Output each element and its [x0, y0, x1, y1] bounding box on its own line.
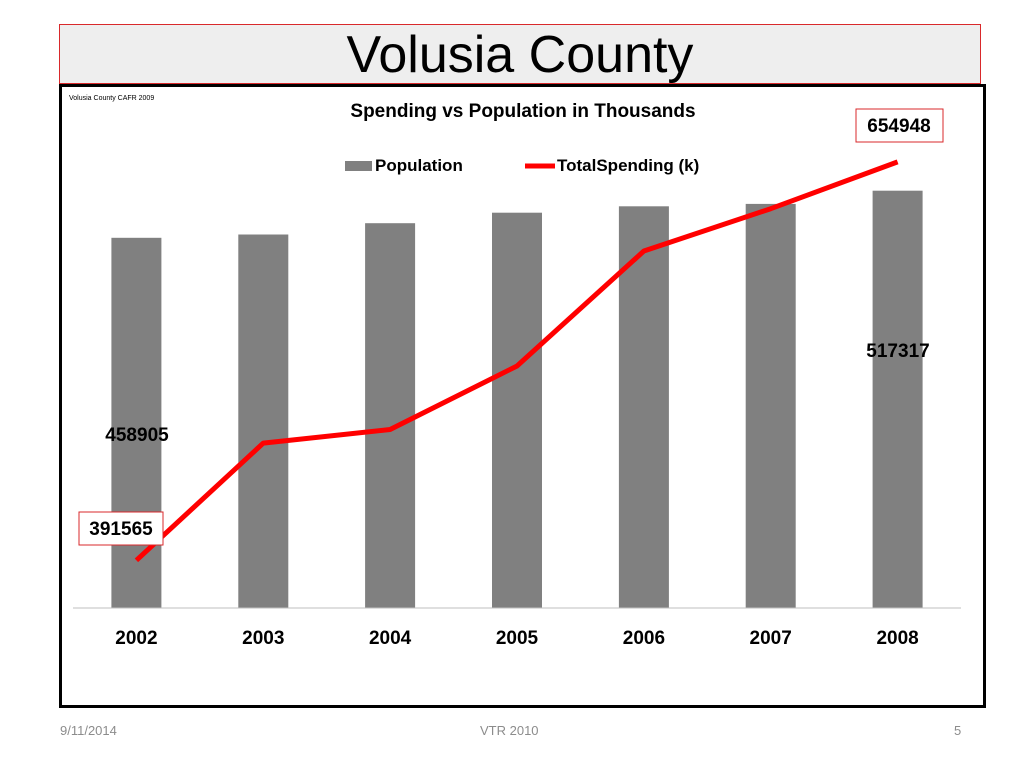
x-tick-2002: 2002 [115, 628, 157, 649]
legend-swatch-population [345, 161, 372, 171]
footer-center-text: VTR 2010 [480, 723, 539, 738]
chart-source-note: Volusia County CAFR 2009 [69, 95, 154, 102]
x-tick-2007: 2007 [750, 628, 792, 649]
spending-population-chart: Volusia County CAFR 2009 Spending vs Pop… [69, 95, 961, 649]
x-tick-2003: 2003 [242, 628, 284, 649]
bar-label-2002: 458905 [105, 425, 169, 446]
chart-title: Spending vs Population in Thousands [350, 101, 695, 122]
population-bar-2004 [365, 223, 416, 608]
chart-frame: Volusia County CAFR 2009 Spending vs Pop… [59, 84, 986, 708]
x-tick-2006: 2006 [623, 628, 665, 649]
population-bar-2006 [618, 206, 669, 609]
footer-page-number: 5 [954, 723, 962, 738]
population-bar-2007 [745, 203, 796, 608]
callout-box-2002 [78, 511, 164, 546]
bar-label-2008: 517317 [866, 341, 929, 362]
population-bars [111, 190, 923, 609]
x-tick-labels: 2002 2003 2004 2005 2006 2007 2008 [115, 628, 918, 649]
line-label-2002: 391565 [89, 519, 153, 540]
chart-legend: Population TotalSpending (k) [345, 156, 699, 175]
x-tick-2004: 2004 [369, 628, 412, 649]
spending-line [134, 159, 899, 563]
population-bar-2008 [872, 190, 923, 608]
legend-label-population: Population [375, 156, 463, 175]
footer-date: 9/11/2014 [60, 723, 117, 738]
callout-box-2008 [855, 108, 944, 143]
population-bar-2002 [111, 237, 162, 609]
line-label-2008: 654948 [867, 116, 930, 137]
population-bar-2003 [238, 234, 289, 608]
callout-2008: 654948 [855, 108, 944, 143]
slide-title-box: Volusia County [59, 24, 981, 84]
legend-label-spending: TotalSpending (k) [557, 156, 699, 175]
x-tick-2008: 2008 [876, 628, 918, 649]
x-tick-2005: 2005 [496, 628, 539, 649]
population-bar-2005 [492, 212, 542, 608]
callout-2002: 391565 [78, 511, 164, 546]
slide-title: Volusia County [346, 26, 694, 84]
